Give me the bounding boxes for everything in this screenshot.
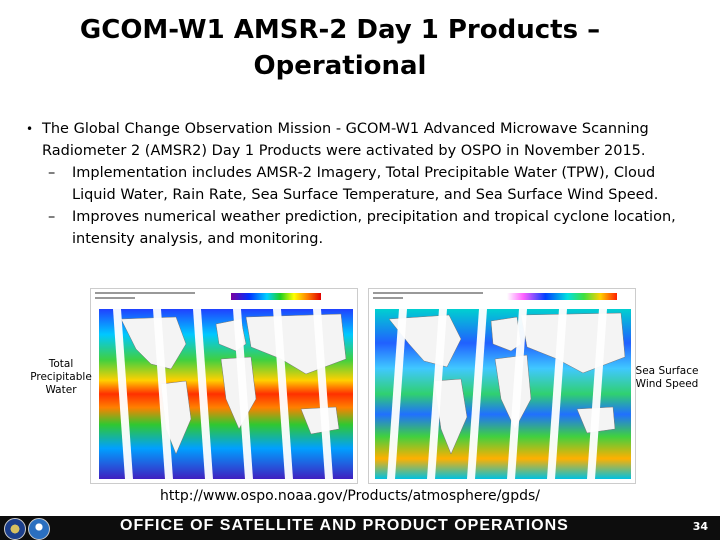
dash-icon: – (48, 165, 56, 181)
sub-bullet-item: – Implementation includes AMSR-2 Imagery… (26, 162, 696, 206)
dash-icon: – (48, 209, 56, 225)
tpw-map-graphic (91, 289, 357, 483)
bullet-list: • The Global Change Observation Mission … (26, 118, 696, 250)
page-number: 34 (692, 520, 708, 533)
bullet-text: The Global Change Observation Mission - … (42, 121, 649, 159)
bullet-icon: • (26, 122, 34, 136)
bullet-item: • The Global Change Observation Mission … (26, 118, 696, 162)
sub-bullet-text-1: Implementation includes AMSR-2 Imagery, … (72, 165, 659, 203)
sub-bullet-item: – Improves numerical weather prediction,… (26, 206, 696, 250)
slide-title: GCOM-W1 AMSR-2 Day 1 Products – Operatio… (60, 12, 620, 84)
wind-speed-map-graphic (369, 289, 635, 483)
tpw-caption: Total Precipitable Water (30, 358, 92, 396)
noaa-logo-icon (28, 518, 50, 540)
footer-office-name: OFFICE OF SATELLITE AND PRODUCT OPERATIO… (120, 517, 569, 534)
product-url[interactable]: http://www.ospo.noaa.gov/Products/atmosp… (160, 488, 540, 504)
footer-bar: OFFICE OF SATELLITE AND PRODUCT OPERATIO… (0, 516, 720, 540)
title-line-1: GCOM-W1 AMSR-2 Day 1 Products – (79, 15, 601, 45)
dept-commerce-seal-icon (4, 518, 26, 540)
sub-bullet-text-2: Improves numerical weather prediction, p… (72, 209, 676, 247)
title-line-2: Operational (253, 51, 427, 81)
wind-speed-map-image (368, 288, 636, 484)
tpw-map-image (90, 288, 358, 484)
wind-speed-caption: Sea Surface Wind Speed (635, 365, 699, 390)
